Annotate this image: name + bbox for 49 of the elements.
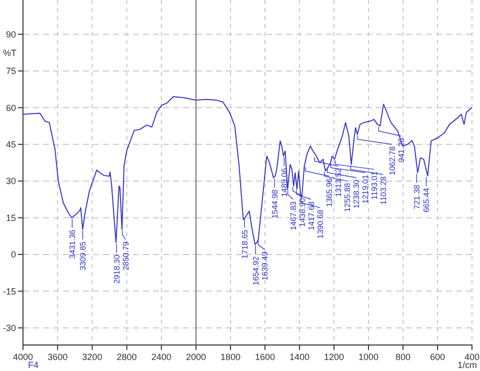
y-tick-label: -15 (2, 286, 16, 296)
x-tick-label: 4000 (12, 352, 34, 362)
x-tick-label: 1800 (220, 352, 241, 362)
annotation: 1365.96 (325, 178, 334, 208)
annotation: 1438.90 (298, 197, 308, 227)
annotation: 1062.78 (388, 146, 398, 176)
y-tick-label: 0 (10, 250, 16, 260)
annotation: 2918.30 (112, 254, 122, 284)
y-tick-label: 30 (6, 176, 16, 186)
x-tick-label: 400 (464, 352, 480, 362)
annotation: 1718.65 (240, 229, 250, 259)
x-tick-label: 2800 (116, 352, 137, 362)
annotation: 1219.01 (361, 174, 370, 204)
annotation: 1639.49 (260, 250, 270, 280)
annotation: 1193.01 (370, 170, 380, 200)
x-tick-label: 1200 (324, 352, 344, 362)
annotation: 1390.68 (316, 209, 326, 239)
x-tick-label: 600 (430, 352, 446, 362)
x-tick-label: 1000 (358, 352, 379, 362)
annotation: 2850.79 (122, 240, 131, 270)
annotation: 1238.30 (352, 179, 362, 209)
annotation: 1255.88 (343, 182, 352, 212)
annotation: 1417.68 (307, 200, 316, 230)
x-tick-label: 2400 (151, 352, 172, 362)
annotation: 3309.85 (78, 240, 88, 270)
annotation: 721.38 (412, 184, 422, 210)
x-tick-label: 2000 (186, 352, 206, 362)
x-tick-label: 800 (395, 352, 411, 362)
y-tick-label: 90 (6, 29, 16, 40)
x-tick-label: 3600 (48, 352, 68, 362)
annotation: 1467.83 (289, 200, 298, 230)
y-tick-label: -30 (2, 323, 16, 334)
annotation: 1313.52 (334, 168, 344, 198)
text: F4 (28, 360, 39, 370)
y-tick-label: 45 (6, 140, 16, 150)
x-axis-title: 1/cm (457, 360, 477, 370)
x-tick-label: 1600 (254, 352, 276, 362)
y-tick-label: 75 (6, 66, 16, 76)
y-tick-label: 60 (6, 102, 16, 113)
annotation: 3431.36 (68, 229, 78, 259)
y-tick-label: 15 (6, 212, 16, 223)
x-tick-label: 1400 (289, 352, 310, 362)
annotation: 1103.28 (379, 176, 388, 205)
annotation: 1544.98 (270, 189, 280, 219)
y-axis-title: %T (3, 48, 17, 58)
annotation: 1489.06 (280, 168, 290, 198)
annotation: 665.44 (422, 187, 432, 212)
annotation: 1654.92 (252, 256, 261, 286)
x-tick-label: 3200 (82, 352, 102, 362)
